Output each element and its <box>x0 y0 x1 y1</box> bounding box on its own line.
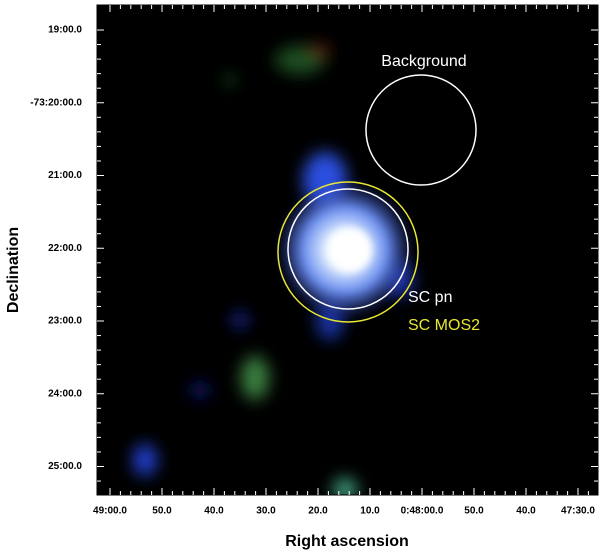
x-tick-label: 0:48:00.0 <box>401 506 444 517</box>
x-tick-label: 47:30.0 <box>561 506 595 517</box>
background-region <box>365 74 477 186</box>
annotation: SC pn <box>408 289 452 306</box>
y-tick-label: 25:00.0 <box>48 461 82 472</box>
y-tick-label: 23:00.0 <box>48 316 82 327</box>
y-tick-label: 22:00.0 <box>48 243 82 254</box>
x-tick-label: 20.0 <box>308 506 328 517</box>
sky-image <box>97 5 598 495</box>
tick-marks <box>97 5 598 495</box>
x-tick-label: 10.0 <box>360 506 380 517</box>
x-tick-label: 50.0 <box>464 506 484 517</box>
x-tick-label: 49:00.0 <box>93 506 127 517</box>
x-axis-label: Right ascension <box>285 533 409 550</box>
annotation: SC MOS2 <box>408 317 480 334</box>
x-tick-label: 40.0 <box>204 506 224 517</box>
pn-region <box>287 188 409 310</box>
mos2-region <box>277 181 419 323</box>
x-tick-label: 30.0 <box>256 506 276 517</box>
annotation: Background <box>381 53 466 70</box>
x-tick-label: 50.0 <box>152 506 172 517</box>
y-axis-label: Declination <box>5 227 22 313</box>
y-tick-label: 21:00.0 <box>48 170 82 181</box>
y-tick-label: 19:00.0 <box>48 25 82 36</box>
frame <box>96 4 599 496</box>
y-tick-label: -73:20:00.0 <box>30 97 82 108</box>
x-tick-label: 40.0 <box>516 506 536 517</box>
y-tick-label: 24:00.0 <box>48 388 82 399</box>
